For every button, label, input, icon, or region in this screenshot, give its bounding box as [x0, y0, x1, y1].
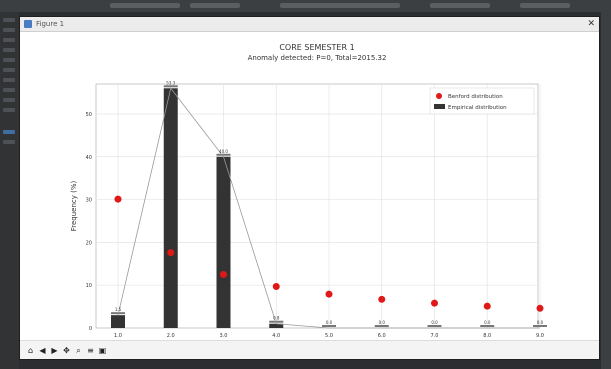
- benford-point: [378, 295, 386, 303]
- bar-cap: [480, 325, 495, 327]
- bar-cap: [533, 325, 547, 327]
- forward-icon[interactable]: ▶: [51, 345, 58, 355]
- chart-title: CORE SEMESTER 1: [279, 43, 354, 52]
- x-tick-label: 2.0: [167, 333, 175, 339]
- bar-cap: [269, 320, 284, 323]
- benford-point: [114, 195, 122, 203]
- x-tick-label: 5.0: [325, 333, 333, 339]
- figure-window: Figure 1 ✕ CORE SEMESTER 1 Anomaly detect…: [19, 16, 600, 360]
- y-tick-label: 30: [86, 198, 92, 204]
- window-title: Figure 1: [36, 20, 65, 28]
- bar-value-label: 53.3: [166, 80, 175, 85]
- empirical-line: [117, 87, 540, 329]
- benford-point: [325, 290, 333, 298]
- benford-point: [536, 304, 544, 312]
- bar-value-label: 0.0: [379, 320, 386, 325]
- home-icon[interactable]: ⌂: [27, 345, 34, 355]
- benford-point: [431, 299, 438, 307]
- bar-cap: [374, 325, 389, 327]
- benford-point: [220, 270, 227, 278]
- close-icon[interactable]: ✕: [587, 19, 595, 29]
- legend-marker-benford: [436, 93, 442, 99]
- chart-subtitle: Anomaly detected: P=0, Total=2015.32: [248, 54, 387, 62]
- x-tick-label: 6.0: [378, 333, 386, 339]
- x-tick-label: 1.0: [114, 333, 122, 339]
- bar: [216, 156, 231, 328]
- bar-value-label: 0.0: [431, 320, 438, 325]
- plot-frame: [95, 83, 539, 329]
- x-tick-label: 7.0: [431, 333, 439, 339]
- x-tick-label: 9.0: [536, 333, 544, 339]
- y-tick-label: 0: [89, 326, 92, 332]
- benford-point: [483, 302, 491, 310]
- bar-value-label: 0.0: [326, 320, 333, 325]
- chart: CORE SEMESTER 1 Anomaly detected: P=0, To…: [70, 43, 547, 342]
- configure-icon[interactable]: ≡: [87, 345, 94, 355]
- legend-label-empirical: Empirical distribution: [448, 105, 507, 111]
- window-titlebar[interactable]: Figure 1 ✕: [20, 17, 599, 32]
- desktop-top-strip: [0, 0, 611, 12]
- x-tick-label: 8.0: [483, 333, 491, 339]
- save-icon[interactable]: ▣: [98, 345, 107, 355]
- legend: [429, 87, 535, 115]
- bar-cap: [322, 325, 336, 327]
- bar-value-label: 1.5: [115, 307, 122, 312]
- bar-value-label: 0.8: [273, 316, 280, 321]
- y-tick-label: 40: [86, 155, 92, 161]
- bar-value-label: 0.0: [537, 320, 544, 325]
- bar-value-label: 0.0: [484, 320, 491, 325]
- figure-toolbar: ⌂ ◀ ▶ ✥ ⌕ ≡ ▣: [20, 340, 599, 359]
- back-icon[interactable]: ◀: [39, 345, 46, 355]
- bar-cap: [163, 85, 178, 88]
- y-tick-label: 10: [86, 283, 92, 289]
- bar: [111, 315, 125, 328]
- pan-icon[interactable]: ✥: [63, 345, 70, 355]
- app-icon: [24, 20, 32, 28]
- bar: [269, 323, 284, 328]
- desktop-right-strip: [601, 12, 611, 369]
- bar-value-label: 40.0: [219, 149, 228, 154]
- legend-marker-empirical: [434, 104, 445, 109]
- x-tick-label: 3.0: [220, 333, 228, 339]
- bar-cap: [216, 153, 231, 156]
- y-tick-label: 20: [86, 240, 92, 246]
- bar-cap: [111, 312, 125, 315]
- side-panel: [0, 12, 19, 369]
- bar: [163, 88, 178, 328]
- x-tick-label: 4.0: [272, 333, 280, 339]
- benford-point: [272, 282, 280, 290]
- bar-cap: [427, 325, 442, 327]
- y-axis-label: Frequency (%): [70, 180, 78, 231]
- legend-label-benford: Benford distribution: [448, 94, 503, 100]
- benford-point: [167, 249, 175, 257]
- y-tick-label: 50: [86, 112, 92, 118]
- zoom-icon[interactable]: ⌕: [76, 345, 81, 355]
